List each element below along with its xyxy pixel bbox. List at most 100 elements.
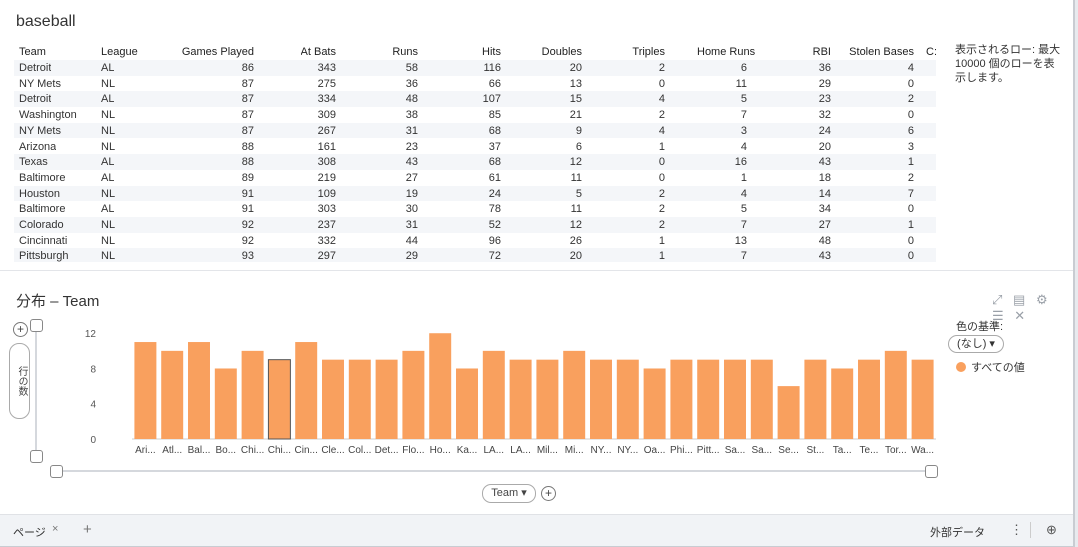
bar[interactable] bbox=[188, 342, 210, 439]
table-row[interactable]: Pittsburgh NL 93 297 29 72 20 1 7 43 0 bbox=[14, 248, 936, 262]
bar[interactable] bbox=[911, 359, 934, 439]
column-header[interactable]: Doubles bbox=[541, 46, 582, 58]
bar[interactable] bbox=[697, 359, 720, 439]
table-cell: 5 bbox=[740, 93, 747, 106]
bar[interactable] bbox=[777, 386, 800, 439]
close-icon[interactable]: ✕ bbox=[1014, 308, 1026, 323]
globe-icon[interactable]: ⊕ bbox=[1046, 522, 1057, 537]
table-row[interactable]: Baltimore AL 91 303 30 78 11 2 5 34 0 bbox=[14, 201, 936, 217]
table-row[interactable]: Detroit AL 86 343 58 116 20 2 6 36 4 bbox=[14, 60, 936, 76]
export-icon[interactable]: ▤ bbox=[1013, 292, 1026, 307]
more-options-icon[interactable]: ⋮ bbox=[1010, 522, 1023, 537]
table-row[interactable]: Detroit AL 87 334 48 107 15 4 5 23 2 bbox=[14, 91, 936, 108]
bar[interactable] bbox=[429, 333, 452, 439]
table-cell: 20 bbox=[569, 62, 582, 74]
column-header[interactable]: Games Played bbox=[181, 46, 254, 58]
bar[interactable] bbox=[670, 359, 693, 439]
bar[interactable] bbox=[456, 368, 478, 439]
table-row[interactable]: NY Mets NL 87 275 36 66 13 0 11 29 0 bbox=[14, 76, 936, 92]
bar[interactable] bbox=[724, 359, 746, 439]
table-cell: 4 bbox=[740, 140, 747, 153]
table-cell: 37 bbox=[488, 140, 501, 153]
table-row[interactable]: Arizona NL 88 161 23 37 6 1 4 20 3 bbox=[14, 139, 936, 155]
bar[interactable] bbox=[322, 359, 344, 439]
bar[interactable] bbox=[509, 359, 532, 439]
bar[interactable] bbox=[616, 359, 639, 439]
y-axis-selector[interactable]: 行の数 bbox=[9, 343, 30, 419]
column-header[interactable]: RBI bbox=[812, 46, 831, 58]
table-cell: 38 bbox=[405, 109, 418, 122]
y-slider-top-handle[interactable] bbox=[30, 319, 43, 332]
table-row[interactable]: Texas AL 88 308 43 68 12 0 16 43 1 bbox=[14, 154, 936, 170]
bar[interactable] bbox=[295, 342, 318, 439]
y-range-slider[interactable] bbox=[35, 322, 37, 456]
table-cell: 34 bbox=[818, 203, 831, 216]
bar[interactable] bbox=[831, 368, 854, 439]
close-tab-icon[interactable]: × bbox=[52, 523, 59, 535]
x-slider-right-handle[interactable] bbox=[925, 465, 938, 478]
bar[interactable] bbox=[563, 350, 586, 439]
x-slider-left-handle[interactable] bbox=[50, 465, 63, 478]
bar[interactable] bbox=[134, 342, 157, 439]
x-axis-label: Team bbox=[491, 487, 519, 499]
y-tick-label: 12 bbox=[85, 329, 97, 340]
bar[interactable] bbox=[884, 350, 907, 439]
column-header[interactable]: Triples bbox=[632, 46, 665, 58]
table-cell: 0 bbox=[658, 77, 665, 90]
bar[interactable] bbox=[402, 350, 425, 439]
bar[interactable] bbox=[482, 350, 505, 439]
legend-item[interactable]: すべての値 bbox=[956, 359, 1025, 375]
bar[interactable] bbox=[590, 359, 612, 439]
bar[interactable] bbox=[241, 350, 264, 439]
expand-icon[interactable]: ⤢ bbox=[992, 292, 1003, 307]
column-header[interactable]: Team bbox=[19, 46, 46, 58]
bar[interactable] bbox=[214, 368, 237, 439]
table-row[interactable]: NY Mets NL 87 267 31 68 9 4 3 24 6 bbox=[14, 122, 936, 139]
table-cell: NL bbox=[101, 109, 116, 122]
bar[interactable] bbox=[750, 359, 773, 439]
color-by-selector[interactable]: (なし) ▾ bbox=[948, 335, 1004, 353]
column-header[interactable]: Home Runs bbox=[697, 46, 756, 58]
x-axis-selector[interactable]: Team ▾ bbox=[482, 484, 536, 503]
gear-icon[interactable]: ⚙ bbox=[1035, 292, 1048, 307]
table-row[interactable]: Cincinnati NL 92 332 44 96 26 1 13 48 0 bbox=[14, 233, 936, 249]
bar[interactable] bbox=[804, 359, 827, 439]
bar[interactable] bbox=[267, 359, 291, 440]
table-row[interactable]: Washington NL 87 309 38 85 21 2 7 32 0 bbox=[14, 107, 936, 123]
column-header[interactable]: Hits bbox=[482, 46, 501, 58]
table-cell: 3 bbox=[740, 124, 747, 137]
bar[interactable] bbox=[375, 359, 398, 439]
add-x-axis-button[interactable]: + bbox=[541, 486, 556, 501]
x-range-slider[interactable] bbox=[56, 470, 934, 472]
table-cell: 27 bbox=[405, 171, 418, 184]
bar[interactable] bbox=[858, 359, 880, 439]
column-header[interactable]: C: bbox=[926, 46, 936, 58]
y-slider-bottom-handle[interactable] bbox=[30, 450, 43, 463]
data-table[interactable]: Team League Games Played At Bats Runs Hits Dou… bbox=[14, 44, 936, 262]
column-header[interactable]: League bbox=[101, 46, 138, 58]
external-data-link[interactable]: 外部データ bbox=[930, 527, 985, 539]
table-cell: 0 bbox=[907, 77, 914, 90]
table-cell: 26 bbox=[569, 234, 582, 247]
table-row[interactable]: Colorado NL 92 237 31 52 12 2 7 27 1 bbox=[14, 217, 936, 233]
bar[interactable] bbox=[161, 350, 184, 439]
bar[interactable] bbox=[643, 368, 666, 439]
x-tick-label: Se... bbox=[778, 445, 799, 456]
add-page-button[interactable]: + bbox=[83, 521, 92, 538]
menu-icon[interactable]: ☰ bbox=[992, 308, 1004, 323]
page-tab[interactable]: ページ bbox=[13, 527, 46, 539]
table-cell: 0 bbox=[907, 234, 914, 247]
table-row[interactable]: Houston NL 91 109 19 24 5 2 4 14 7 bbox=[14, 185, 936, 202]
table-row[interactable]: Baltimore AL 89 219 27 61 11 0 1 18 2 bbox=[14, 170, 936, 186]
column-header[interactable]: At Bats bbox=[300, 46, 336, 58]
bar-chart[interactable]: 0 4 8 12 Ari... Atl... Bal... Bo... Chi... Chi...… bbox=[60, 318, 940, 464]
column-header[interactable]: Runs bbox=[392, 46, 418, 58]
table-cell: NY Mets bbox=[19, 77, 61, 90]
column-header[interactable]: Stolen Bases bbox=[849, 46, 914, 58]
table-cell: 11 bbox=[735, 77, 747, 90]
bar[interactable] bbox=[536, 359, 559, 439]
bar[interactable] bbox=[348, 359, 371, 439]
add-y-axis-button[interactable]: + bbox=[13, 322, 28, 337]
table-cell: 48 bbox=[818, 234, 831, 247]
table-cell: 303 bbox=[317, 203, 336, 216]
